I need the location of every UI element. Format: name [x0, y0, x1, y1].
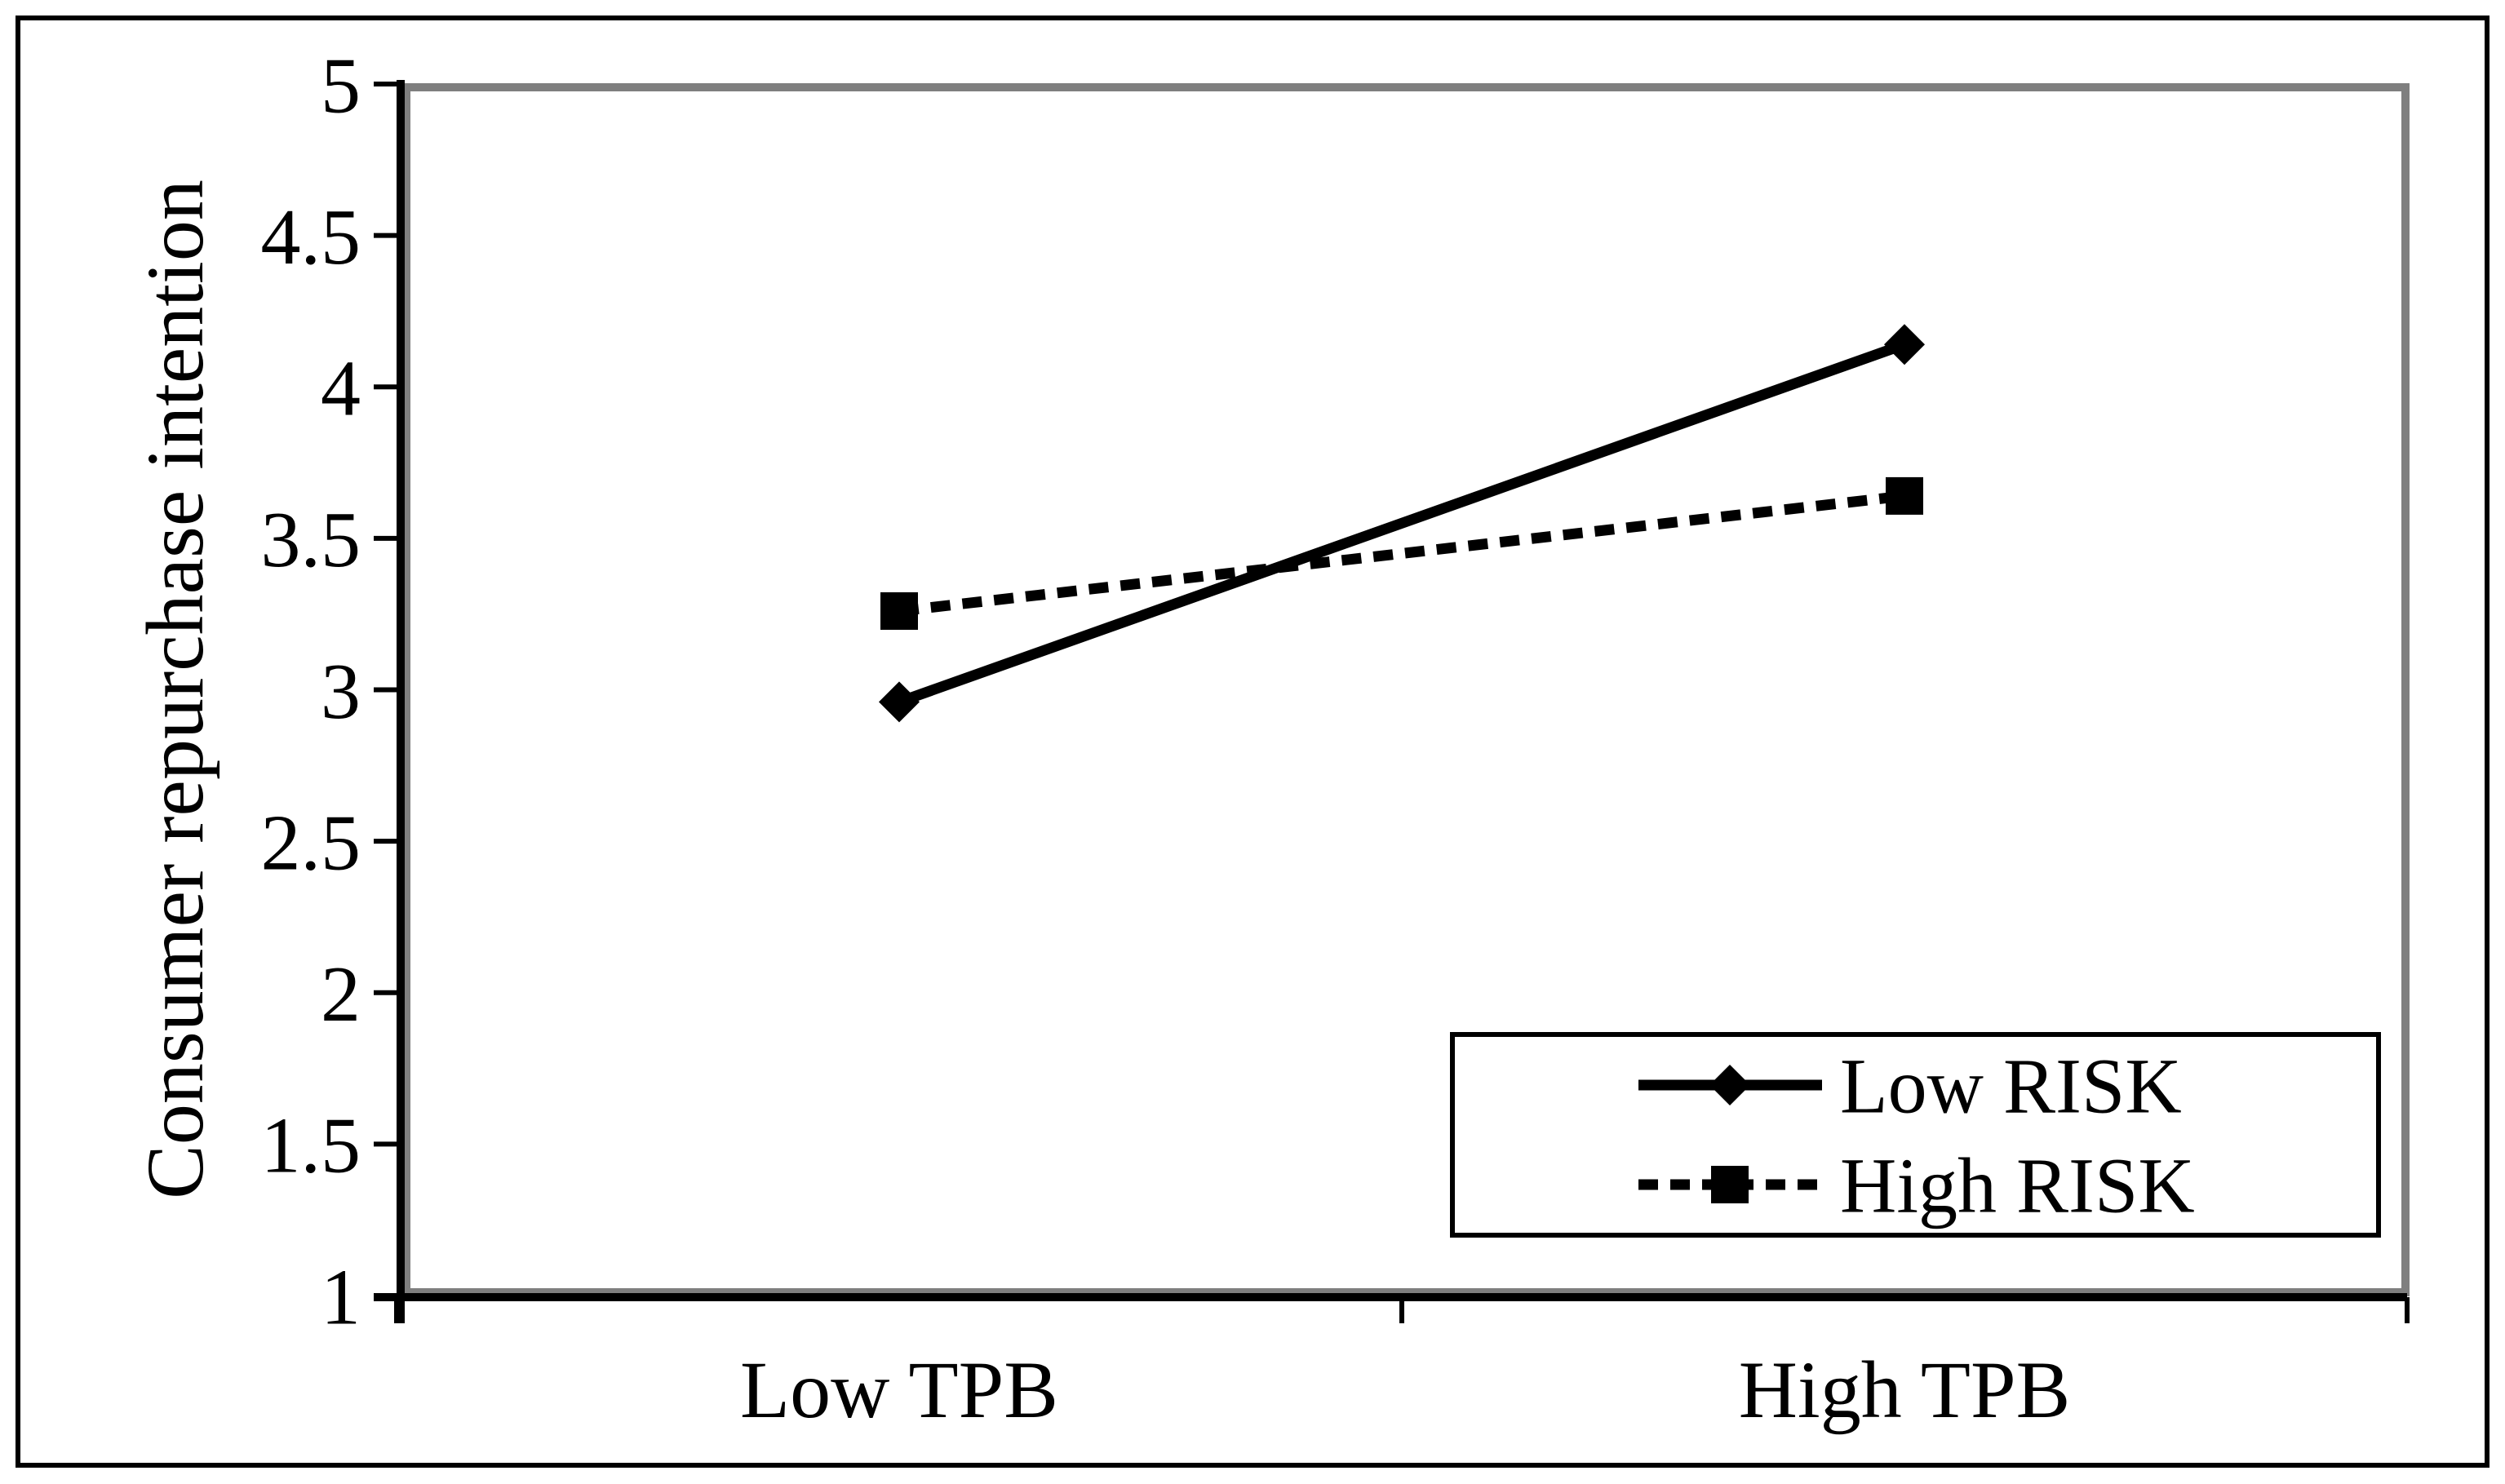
marker-diamond: [1884, 324, 1925, 365]
legend-label: Low RISK: [1840, 1043, 2182, 1130]
series-line-low-risk: [897, 339, 1907, 707]
series-line-high-risk: [898, 490, 1905, 617]
x-category-label: High TPB: [1739, 1344, 2071, 1435]
figure-border: [16, 16, 2489, 1468]
x-category-label: Low TPB: [740, 1344, 1058, 1435]
y-tick-label: 4: [321, 345, 361, 433]
marker-square: [1886, 476, 1923, 515]
marker-diamond: [879, 681, 920, 723]
y-tick-label: 2.5: [261, 799, 361, 887]
y-tick-label: 5: [321, 42, 361, 130]
y-tick-label: 2: [321, 950, 361, 1039]
y-tick-label: 4.5: [261, 193, 361, 281]
y-axis-title: Consumer repurchase intention: [130, 179, 220, 1199]
y-tick-label: 1: [321, 1253, 361, 1341]
legend-label: High RISK: [1840, 1142, 2195, 1229]
y-tick-label: 1.5: [261, 1102, 361, 1190]
marker-square: [880, 591, 918, 630]
legend-marker-square: [1711, 1166, 1749, 1203]
y-tick-label: 3: [321, 648, 361, 736]
plot-area-border: [402, 83, 2410, 1296]
legend-box: [1450, 1032, 2381, 1238]
y-tick-label: 3.5: [261, 496, 361, 584]
legend-marker-diamond: [1709, 1065, 1750, 1105]
